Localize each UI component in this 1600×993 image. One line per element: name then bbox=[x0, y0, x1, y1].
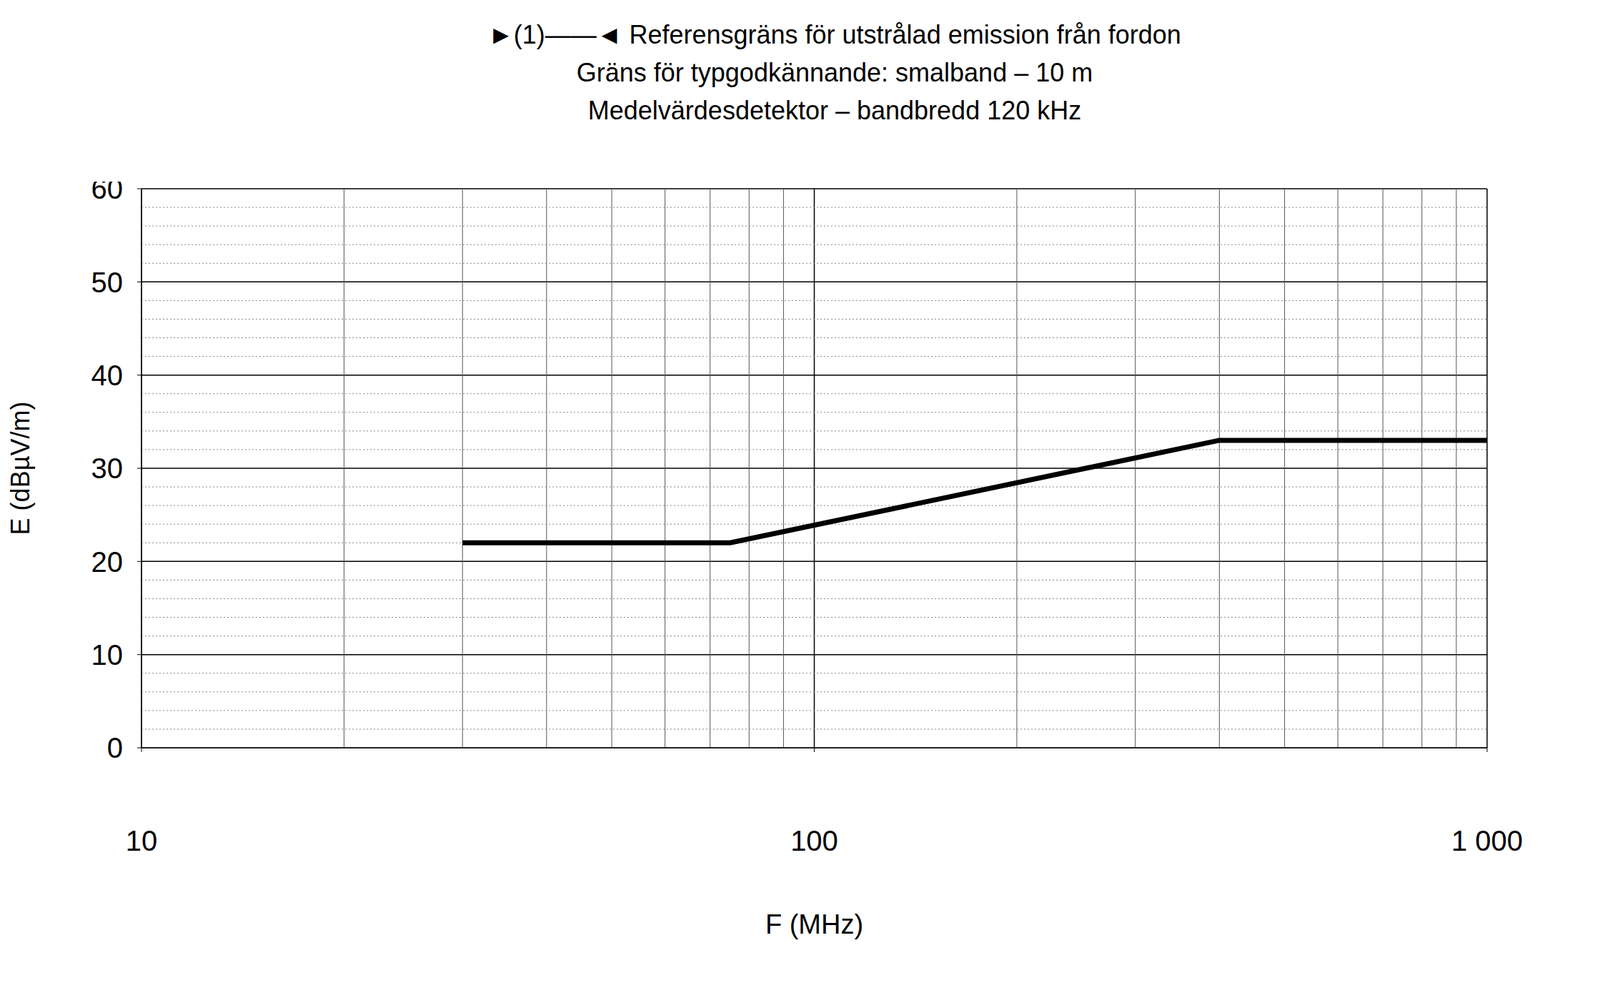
svg-text:100: 100 bbox=[790, 824, 839, 857]
svg-text:50: 50 bbox=[91, 266, 124, 298]
html-text:Medelvärdesdetektor – bandbred: Medelvärdesdetektor – bandbredd 120 kHz bbox=[587, 95, 1082, 126]
svg-text:E (dBµV/m): E (dBµV/m) bbox=[5, 401, 36, 536]
svg-text:60: 60 bbox=[91, 181, 124, 205]
svg-text:40: 40 bbox=[91, 359, 124, 391]
svg-text:10: 10 bbox=[91, 638, 124, 671]
html-text:Gräns för typgodkännande: smal: Gräns för typgodkännande: smalband – 10 … bbox=[576, 57, 1093, 88]
svg-text:30: 30 bbox=[91, 452, 124, 484]
html-text:►(1)——◄ Referensgräns för utst: ►(1)——◄ Referensgräns för utstrålad emis… bbox=[488, 20, 1182, 50]
svg-text:0: 0 bbox=[107, 731, 123, 764]
svg-text:1 000: 1 000 bbox=[1451, 824, 1523, 857]
svg-text:10: 10 bbox=[125, 824, 158, 857]
svg-text:20: 20 bbox=[91, 545, 124, 578]
svg-text:F (MHz): F (MHz) bbox=[765, 908, 864, 939]
